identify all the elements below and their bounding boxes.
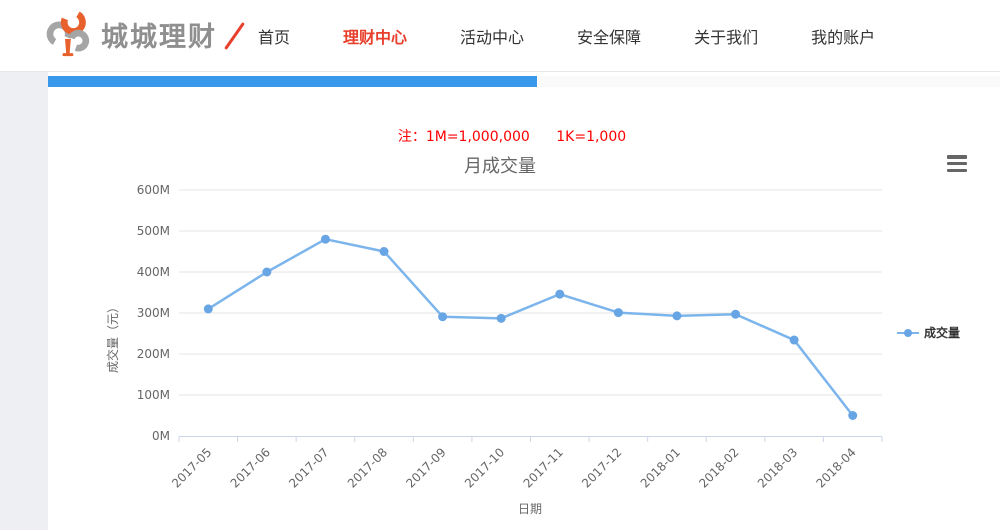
legend-marker-icon [897,328,919,337]
chart-title: 月成交量 [464,156,536,177]
chart-panel: 注：1M=1,000,000 1K=1,000 月成交量 成交量 [48,88,1000,530]
hamburger-menu-icon [947,155,967,159]
nav-item-wealth-center[interactable]: 理财中心 [343,27,408,47]
nav-item-activity-center[interactable]: 活动中心 [460,27,525,47]
unit-note: 注：1M=1,000,000 1K=1,000 [36,126,988,146]
progress-bar-fill [48,76,537,87]
logo-accent-stroke [224,22,245,50]
legend-label: 成交量 [924,326,961,340]
nav-item-my-account[interactable]: 我的账户 [811,27,876,47]
chart-menu-button[interactable] [947,155,967,172]
unit-note-label: 注： [397,129,426,145]
nav-item-home[interactable]: 首页 [258,27,291,47]
unit-note-def-k: 1K=1,000 [556,129,627,145]
site-header: 城城理财 首页 理财中心 活动中心 安全保障 关于我们 我的账户 [0,0,1000,72]
nav-item-security[interactable]: 安全保障 [577,27,642,47]
logo-icon [46,9,90,57]
logo[interactable]: 城城理财 [45,8,245,60]
progress-track [48,76,1000,87]
left-gutter [0,72,48,530]
logo-text: 城城理财 [101,21,217,53]
unit-note-def-m: 1M=1,000,000 [425,129,530,145]
nav-item-about-us[interactable]: 关于我们 [694,27,759,47]
main-nav: 首页 理财中心 活动中心 安全保障 关于我们 我的账户 [258,0,875,71]
legend-item[interactable]: 成交量 [897,324,960,341]
